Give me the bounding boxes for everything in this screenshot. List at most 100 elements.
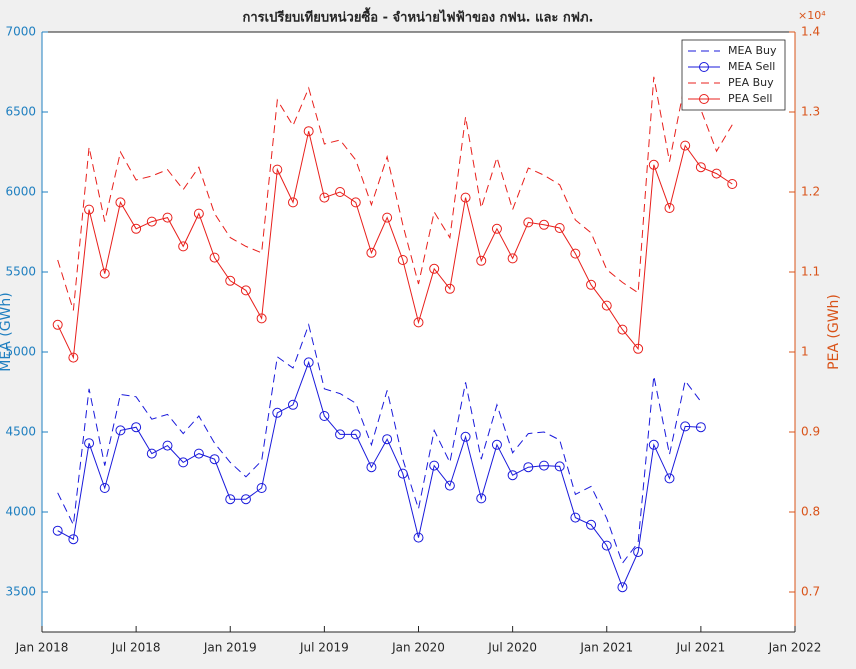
data-point [240,285,251,296]
y-tick-label: 5000 [5,345,36,359]
x-tick-label: Jul 2021 [675,641,725,655]
y2-axis-label: PEA (GWh) [826,294,842,370]
data-point [539,460,549,471]
data-point [146,216,157,227]
data-point [429,263,440,274]
y2-tick-label: 0.9 [801,425,820,439]
data-point [617,582,628,593]
y2-tick-label: 1.2 [801,185,820,199]
data-point [413,317,424,328]
data-point [303,126,314,137]
data-point [209,454,220,465]
legend-marker [699,62,709,72]
x-tick-label: Jan 2018 [15,641,69,655]
data-point [99,268,110,279]
data-point [664,203,675,213]
data-point [131,223,142,234]
data-point [382,212,393,223]
y2-exponent-label: ×10⁴ [798,9,826,22]
data-point [648,439,659,450]
data-point [695,422,706,433]
data-point [68,352,79,363]
data-point [303,357,314,368]
legend-label: PEA Sell [728,92,772,105]
data-point [554,461,565,472]
y2-tick-label: 0.7 [801,585,820,599]
legend-marker [699,94,709,104]
data-point [601,540,612,551]
data-point [539,219,549,230]
plot-area [42,32,795,632]
data-point [680,421,691,432]
data-point [272,164,283,175]
data-point [162,440,173,451]
data-point [178,457,189,468]
data-point [68,534,79,545]
data-point [366,462,377,473]
series-line [57,76,733,311]
data-point [586,279,597,290]
legend: MEA Buy MEA Sell PEA Buy PEA Sell [681,39,786,111]
data-point [178,241,189,252]
chart-title: การเปรียบเทียบหน่วยซื้อ - จำหน่ายไฟฟ้าขอ… [243,7,594,26]
x-tick-label: Jan 2021 [579,641,633,655]
data-point [586,519,597,530]
x-tick-label: Jul 2020 [487,641,537,655]
x-tick-label: Jul 2019 [299,641,349,655]
data-point [633,547,644,557]
data-point [633,343,644,354]
data-point [350,429,361,440]
data-point [491,223,502,234]
y2-tick-label: 0.8 [801,505,820,519]
data-point [256,313,267,324]
data-point [225,494,236,505]
x-tick-label: Jan 2022 [768,641,822,655]
data-point [476,493,487,504]
data-point [162,212,173,223]
y-tick-label: 7000 [5,25,36,39]
data-point [272,407,283,418]
legend-label: PEA Buy [728,76,774,89]
data-point [397,468,408,479]
legend-label: MEA Buy [728,44,777,57]
data-point [429,460,440,471]
data-point [507,470,518,481]
y-tick-label: 6000 [5,185,36,199]
y-axis-label: MEA (GWh) [0,292,14,371]
y-tick-label: 3500 [5,585,36,599]
data-point [84,438,95,449]
x-tick-label: Jan 2019 [203,641,257,655]
data-point [648,159,659,170]
data-point [664,473,675,484]
data-point [209,252,220,263]
y2-tick-label: 1 [801,345,809,359]
data-point [193,448,204,459]
data-point [570,512,581,523]
y-tick-label: 6500 [5,105,36,119]
data-point [193,208,204,219]
y-tick-label: 4000 [5,505,36,519]
legend-label: MEA Sell [728,60,775,73]
y-tick-label: 5500 [5,265,36,279]
data-point [84,204,95,215]
data-point [711,168,722,179]
data-point [99,483,110,493]
data-point [460,192,471,203]
data-point [444,283,455,294]
y2-tick-label: 1.3 [801,105,820,119]
data-point [350,197,361,208]
data-point [460,431,471,442]
data-point [288,197,298,208]
data-point [288,399,298,410]
data-point [491,439,502,450]
data-point [444,480,455,491]
series-line [57,323,702,565]
data-point [335,187,346,197]
data-point [131,422,142,433]
data-point [507,253,518,264]
data-point [523,462,534,473]
data-point [366,247,377,258]
data-point [617,324,628,335]
